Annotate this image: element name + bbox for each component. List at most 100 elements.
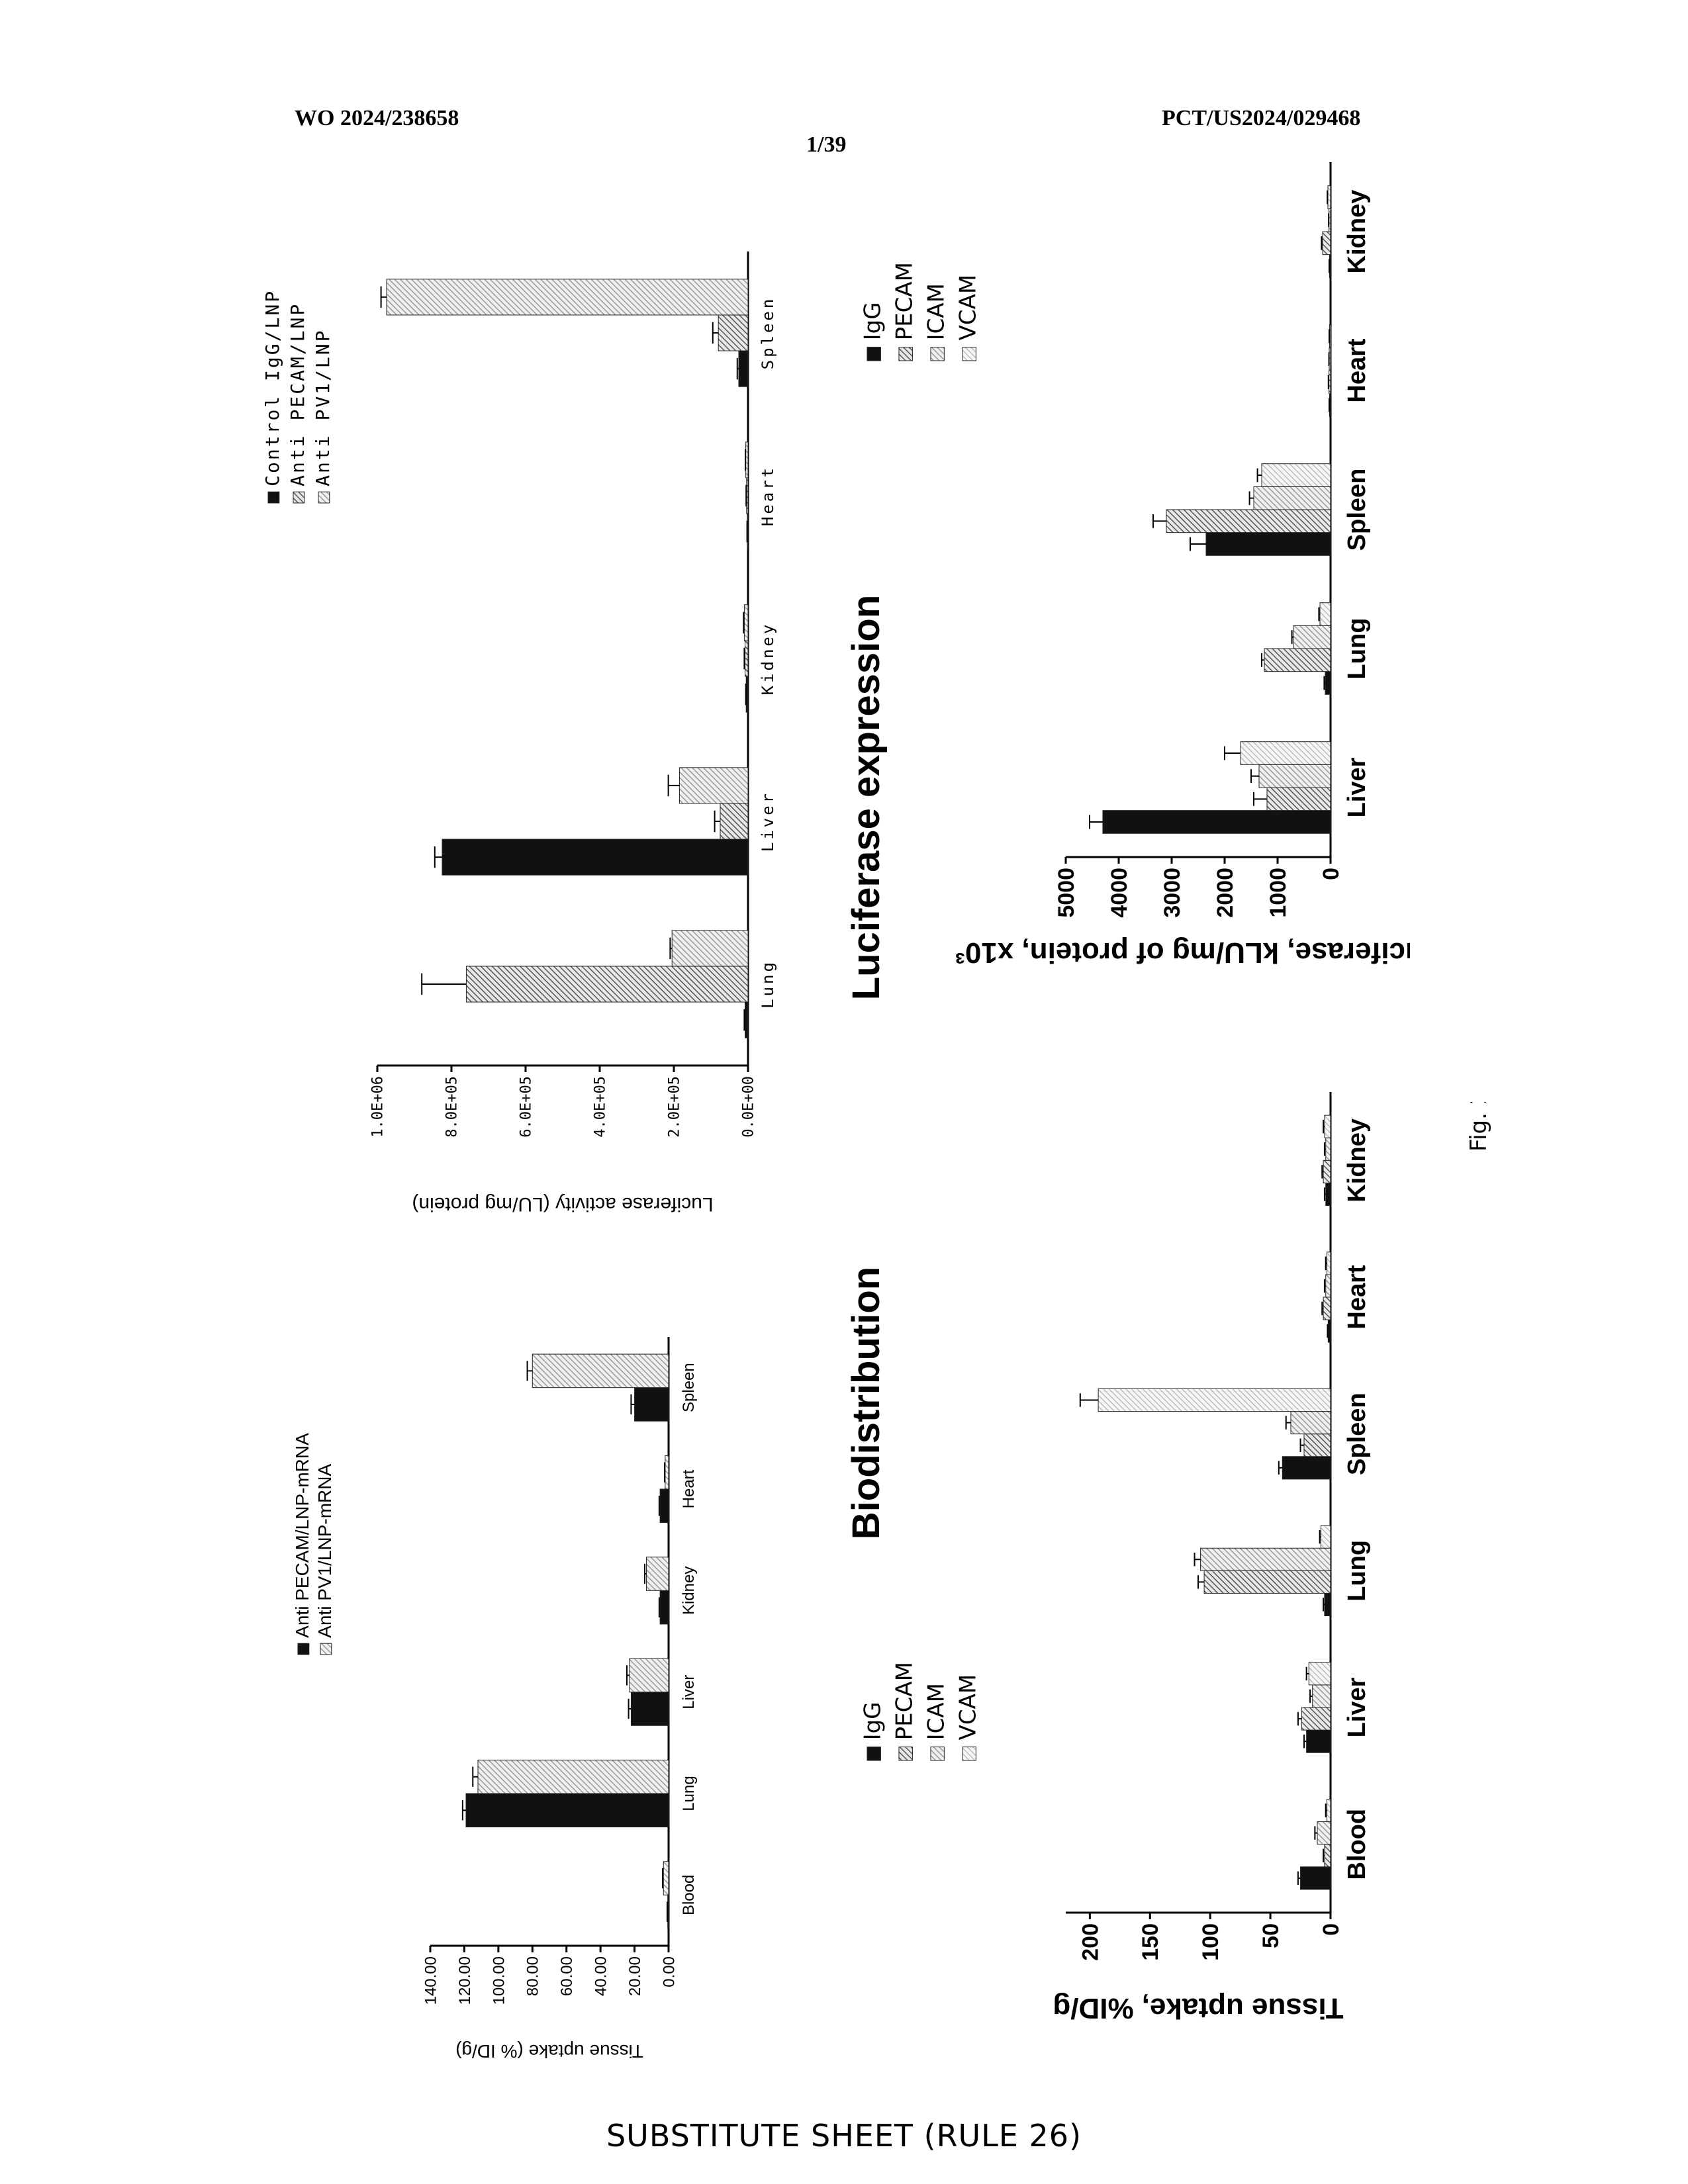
y-tick-label: 1000 bbox=[1266, 868, 1291, 918]
bar bbox=[1282, 1456, 1331, 1480]
bar bbox=[477, 1759, 669, 1794]
chart-panel-d: 0 1000 2000 3000 4000 5000 Luciferase, kLU/mg … bbox=[814, 142, 1441, 1023]
y-tick-label: 100 bbox=[1198, 1923, 1223, 1961]
bar bbox=[1261, 463, 1331, 487]
figure-label-text: Fig. 1 bbox=[1466, 1102, 1492, 1152]
bar bbox=[745, 1001, 749, 1038]
legend-swatch bbox=[962, 1747, 976, 1761]
x-tick-label: Heart bbox=[1343, 1265, 1371, 1329]
x-tick-label: Spleen bbox=[1343, 469, 1371, 551]
y-axis-label: Luciferase activity (LU/mg protein) bbox=[412, 1193, 713, 1215]
bar bbox=[1324, 1844, 1331, 1868]
bar bbox=[663, 1861, 669, 1895]
x-tick-label: Blood bbox=[1343, 1809, 1371, 1880]
x-tick-label: Spleen bbox=[680, 1363, 698, 1412]
y-tick-label: 5000 bbox=[1054, 868, 1079, 918]
bar bbox=[1258, 764, 1331, 788]
bar bbox=[386, 279, 749, 316]
legend-label: PECAM bbox=[892, 262, 918, 340]
bar bbox=[665, 1455, 669, 1490]
y-tick-label: 4.0E+05 bbox=[592, 1076, 609, 1138]
x-tick-label: Kidney bbox=[1343, 1118, 1371, 1203]
legend-label: IgG bbox=[860, 1702, 886, 1740]
x-tick-label: Spleen bbox=[759, 296, 777, 370]
x-tick-label: Liver bbox=[680, 1675, 698, 1709]
bar bbox=[1205, 532, 1331, 556]
y-tick-label: 4000 bbox=[1107, 868, 1132, 918]
footer-text: SUBSTITUTE SHEET (RULE 26) bbox=[606, 2118, 1082, 2154]
bar bbox=[1306, 1729, 1331, 1753]
bar bbox=[745, 441, 749, 478]
legend-swatch bbox=[293, 491, 305, 504]
bar bbox=[1320, 1525, 1331, 1549]
bar bbox=[1323, 1160, 1331, 1183]
y-tick-label: 3000 bbox=[1160, 868, 1185, 918]
bar bbox=[1102, 810, 1331, 834]
y-tick-label: 2.0E+05 bbox=[667, 1076, 683, 1138]
bar bbox=[743, 604, 749, 641]
y-tick-label: 2000 bbox=[1213, 868, 1238, 918]
bar bbox=[1293, 625, 1331, 649]
bar bbox=[646, 1557, 669, 1591]
y-tick-label: 60.00 bbox=[558, 1956, 576, 1996]
panel-a-svg: 0.00 20.00 40.00 60.00 80.00 100.00 120.00 140.… bbox=[292, 1337, 698, 2062]
x-tick-label: Heart bbox=[680, 1469, 698, 1508]
bar bbox=[659, 1488, 669, 1524]
y-tick-label: 100.00 bbox=[490, 1956, 508, 2005]
x-tick-label: Kidney bbox=[759, 622, 777, 696]
publication-number: WO 2024/238658 bbox=[295, 106, 459, 130]
bar bbox=[1312, 1684, 1331, 1708]
y-tick-label: 140.00 bbox=[422, 1956, 440, 2005]
legend-swatch bbox=[930, 347, 945, 361]
bar bbox=[1327, 185, 1331, 209]
bar bbox=[1324, 1115, 1331, 1138]
panel-c-svg: 0 50 100 150 200 Tissue uptake, %ID/g Blood Liv… bbox=[845, 1092, 1371, 2025]
legend-label: Anti PECAM/LNP bbox=[287, 302, 308, 486]
x-tick-label: Blood bbox=[680, 1875, 698, 1915]
bar bbox=[1166, 509, 1331, 533]
x-tick-label: Lung bbox=[1343, 618, 1371, 680]
y-tick-label: 8.0E+05 bbox=[444, 1076, 461, 1138]
x-tick-label: Lung bbox=[1343, 1540, 1371, 1602]
bar bbox=[738, 350, 749, 387]
chart-title: Luciferase expression bbox=[845, 595, 888, 1001]
y-tick-label: 120.00 bbox=[456, 1956, 474, 2005]
y-tick-label: 0 bbox=[1319, 868, 1344, 880]
bar bbox=[1329, 370, 1331, 394]
legend-swatch bbox=[297, 1643, 310, 1655]
x-tick-label: Liver bbox=[1343, 757, 1371, 817]
x-tick-label: Kidney bbox=[1343, 190, 1371, 274]
panel-b-svg: 0.0E+00 2.0E+05 4.0E+05 6.0E+05 8.0E+05 1.0E+… bbox=[261, 251, 777, 1215]
bar bbox=[1266, 787, 1331, 811]
y-axis-label: Luciferase, kLU/mg of protein, x10³ bbox=[955, 936, 1410, 969]
chart-title: Biodistribution bbox=[845, 1267, 888, 1539]
bar bbox=[1301, 1707, 1331, 1731]
bar bbox=[630, 1692, 669, 1726]
bar bbox=[1303, 1433, 1331, 1457]
bar bbox=[671, 930, 749, 967]
y-tick-label: 150 bbox=[1138, 1923, 1163, 1961]
bar bbox=[720, 803, 749, 840]
bar bbox=[659, 1590, 669, 1625]
chart-panel-a: 0.00 20.00 40.00 60.00 80.00 100.00 120.00 140.… bbox=[278, 1324, 708, 2078]
bar bbox=[1327, 1251, 1331, 1275]
x-tick-label: Heart bbox=[759, 465, 777, 526]
x-tick-label: Heart bbox=[1343, 338, 1371, 402]
bar bbox=[1322, 231, 1331, 255]
legend-swatch bbox=[320, 1643, 332, 1655]
legend-swatch bbox=[898, 347, 913, 361]
x-tick-label: Liver bbox=[1343, 1677, 1371, 1737]
bar bbox=[1319, 602, 1331, 626]
y-axis-label: Tissue uptake, %ID/g bbox=[1053, 1992, 1343, 2025]
legend-label: IgG bbox=[860, 302, 886, 340]
legend-label: PECAM bbox=[892, 1662, 918, 1740]
bar bbox=[465, 966, 749, 1003]
bar bbox=[1327, 1319, 1331, 1343]
bar bbox=[1327, 1798, 1331, 1823]
x-tick-label: Lung bbox=[680, 1776, 698, 1811]
bar bbox=[1290, 1411, 1331, 1435]
bar bbox=[442, 839, 749, 876]
y-tick-label: 40.00 bbox=[592, 1956, 610, 1996]
bar bbox=[1240, 741, 1331, 765]
y-axis-label: Tissue uptake (% ID/g) bbox=[455, 2041, 643, 2062]
